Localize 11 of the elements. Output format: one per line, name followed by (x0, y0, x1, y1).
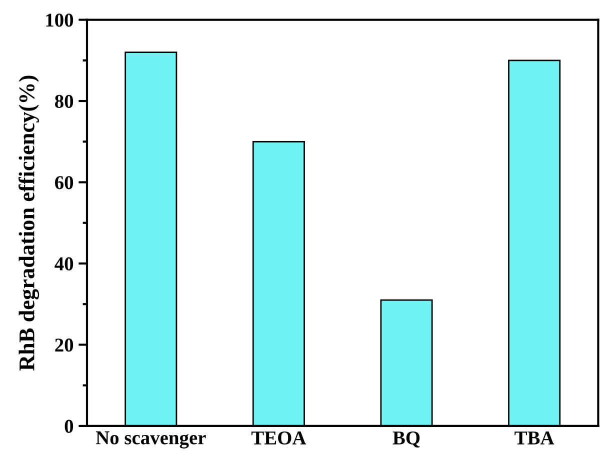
x-tick-label: BQ (392, 431, 420, 448)
x-tick-label: TEOA (251, 431, 306, 445)
y-tick-label: 100 (46, 14, 74, 27)
y-tick-label: 40 (54, 257, 74, 270)
y-tick-label: 20 (55, 338, 74, 352)
y-tick-label: 60 (55, 176, 74, 190)
x-tick-label: TBA (514, 431, 554, 444)
y-tick-label: 80 (55, 94, 74, 108)
x-tick-label: No scavenger (96, 431, 206, 448)
y-axis-title: RhB degradation efficiency(%) (18, 76, 40, 371)
y-tick-label: 0 (64, 420, 74, 433)
